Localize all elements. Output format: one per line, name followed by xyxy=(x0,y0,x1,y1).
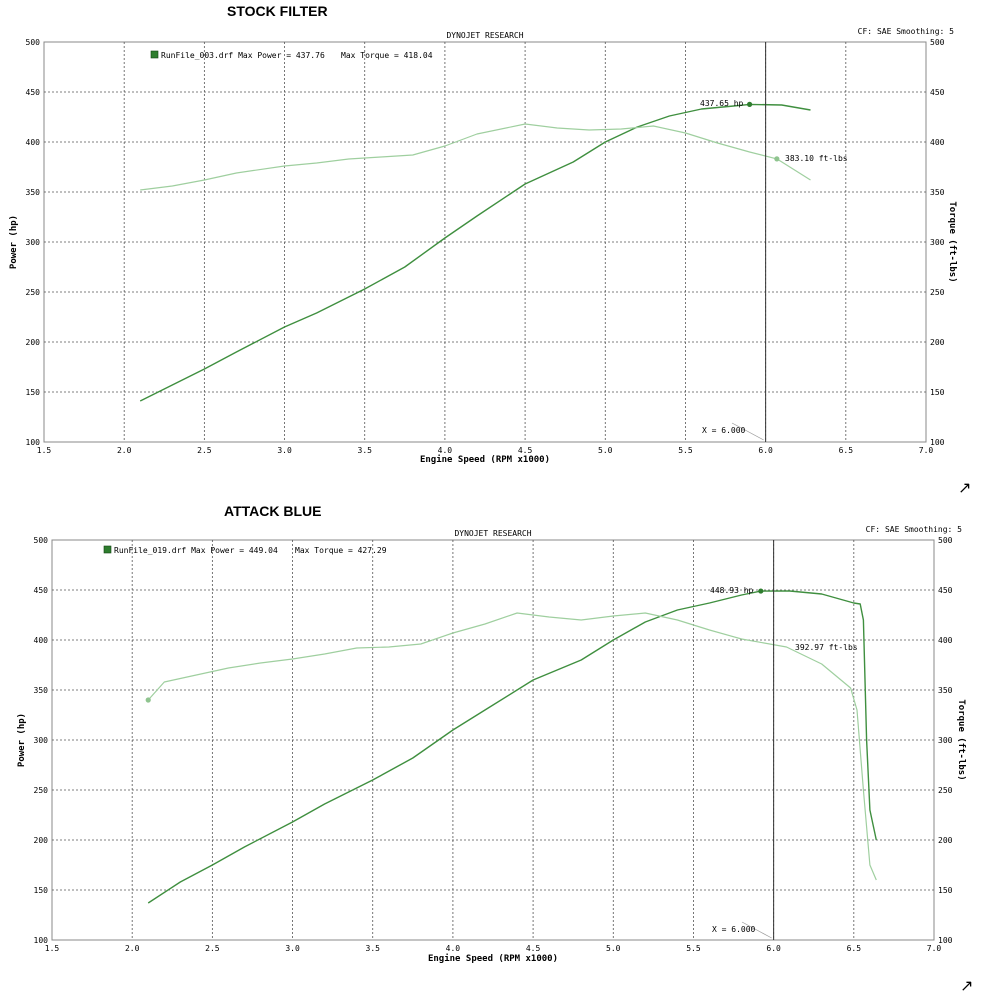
x-tick-label: 4.5 xyxy=(518,446,533,455)
header-right: CF: SAE Smoothing: 5 xyxy=(858,27,955,36)
y-tick-label-right: 500 xyxy=(938,536,953,545)
y-axis-label-right: Torque (ft-lbs) xyxy=(947,201,957,282)
y-tick-label-left: 150 xyxy=(34,886,49,895)
y-axis-label-left: Power (hp) xyxy=(9,215,19,269)
y-tick-label-right: 200 xyxy=(938,836,953,845)
y-tick-label-right: 150 xyxy=(938,886,953,895)
header-right: CF: SAE Smoothing: 5 xyxy=(866,525,963,534)
chart-heading-stock-filter: STOCK FILTER xyxy=(227,3,328,19)
y-tick-label-left: 450 xyxy=(26,88,41,97)
y-tick-label-right: 500 xyxy=(930,38,945,47)
cursor-label: X = 6.000 xyxy=(702,426,746,435)
torque-annotation: 383.10 ft-lbs xyxy=(785,154,848,163)
x-tick-label: 1.5 xyxy=(45,944,60,953)
x-tick-label: 6.5 xyxy=(847,944,862,953)
x-tick-label: 3.0 xyxy=(285,944,300,953)
legend-max-torque: Max Torque = 427.29 xyxy=(295,546,387,555)
y-tick-label-left: 500 xyxy=(26,38,41,47)
x-tick-label: 7.0 xyxy=(919,446,934,455)
y-tick-label-left: 300 xyxy=(26,238,41,247)
cursor-leader xyxy=(731,422,764,441)
y-tick-label-left: 200 xyxy=(34,836,49,845)
x-tick-label: 3.5 xyxy=(358,446,373,455)
x-tick-label: 5.5 xyxy=(678,446,693,455)
y-tick-label-right: 100 xyxy=(930,438,945,447)
y-tick-label-left: 450 xyxy=(34,586,49,595)
legend-max-torque: Max Torque = 418.04 xyxy=(341,51,433,60)
y-tick-label-right: 400 xyxy=(930,138,945,147)
legend-run-file: RunFile_019.drf Max Power = 449.04 xyxy=(114,546,278,555)
x-tick-label: 7.0 xyxy=(927,944,942,953)
x-tick-label: 2.5 xyxy=(205,944,220,953)
y-tick-label-left: 150 xyxy=(26,388,41,397)
legend-swatch xyxy=(103,545,112,554)
y-tick-label-left: 400 xyxy=(26,138,41,147)
x-tick-label: 6.0 xyxy=(766,944,781,953)
x-tick-label: 4.5 xyxy=(526,944,541,953)
y-tick-label-right: 300 xyxy=(930,238,945,247)
y-tick-label-right: 350 xyxy=(938,686,953,695)
torque-curve xyxy=(140,123,811,191)
y-tick-label-right: 200 xyxy=(930,338,945,347)
torque-curve xyxy=(147,612,877,881)
x-tick-label: 5.0 xyxy=(598,446,613,455)
power-marker xyxy=(747,101,753,107)
y-tick-label-right: 100 xyxy=(938,936,953,945)
torque-annotation: 392.97 ft-lbs xyxy=(795,643,858,652)
x-tick-label: 5.5 xyxy=(686,944,701,953)
y-tick-label-right: 450 xyxy=(938,586,953,595)
x-tick-label: 4.0 xyxy=(446,944,461,953)
y-tick-label-left: 350 xyxy=(34,686,49,695)
y-tick-label-left: 400 xyxy=(34,636,49,645)
x-tick-label: 1.5 xyxy=(37,446,52,455)
x-tick-label: 2.5 xyxy=(197,446,212,455)
x-tick-label: 6.0 xyxy=(758,446,773,455)
cursor-leader xyxy=(741,921,772,939)
y-tick-label-right: 300 xyxy=(938,736,953,745)
torque-marker xyxy=(774,156,780,162)
x-tick-label: 3.5 xyxy=(366,944,381,953)
y-axis-label-left: Power (hp) xyxy=(17,713,27,767)
x-tick-label: 5.0 xyxy=(606,944,621,953)
y-tick-label-right: 250 xyxy=(930,288,945,297)
x-tick-label: 2.0 xyxy=(125,944,140,953)
y-tick-label-left: 350 xyxy=(26,188,41,197)
x-axis-label: Engine Speed (RPM x1000) xyxy=(428,953,558,964)
power-annotation: 437.65 hp xyxy=(700,99,744,108)
legend-run-file: RunFile_003.drf Max Power = 437.76 xyxy=(161,51,325,60)
power-marker xyxy=(758,588,764,594)
y-tick-label-right: 400 xyxy=(938,636,953,645)
y-axis-label-right: Torque (ft-lbs) xyxy=(956,699,966,780)
power-annotation: 448.93 hp xyxy=(710,586,754,595)
plot-frame xyxy=(51,539,935,941)
expand-arrow-icon[interactable]: ↗ xyxy=(958,478,972,497)
header-center: DYNOJET RESEARCH xyxy=(454,529,531,538)
legend-swatch xyxy=(150,50,159,59)
x-tick-label: 4.0 xyxy=(438,446,453,455)
expand-arrow-icon[interactable]: ↗ xyxy=(960,976,974,995)
power-curve xyxy=(139,103,811,402)
x-tick-label: 3.0 xyxy=(277,446,292,455)
y-tick-label-left: 100 xyxy=(34,936,49,945)
power-curve xyxy=(147,590,877,904)
y-tick-label-right: 450 xyxy=(930,88,945,97)
chart-heading-attack-blue: ATTACK BLUE xyxy=(224,503,322,519)
torque-marker xyxy=(145,697,151,703)
y-tick-label-left: 200 xyxy=(26,338,41,347)
y-tick-label-left: 500 xyxy=(34,536,49,545)
x-axis-label: Engine Speed (RPM x1000) xyxy=(420,454,550,465)
cursor-label: X = 6.000 xyxy=(712,925,756,934)
y-tick-label-left: 300 xyxy=(34,736,49,745)
y-tick-label-left: 250 xyxy=(34,786,49,795)
x-tick-label: 6.5 xyxy=(839,446,854,455)
y-tick-label-left: 100 xyxy=(26,438,41,447)
y-tick-label-right: 350 xyxy=(930,188,945,197)
y-tick-label-right: 150 xyxy=(930,388,945,397)
header-center: DYNOJET RESEARCH xyxy=(446,31,523,40)
y-tick-label-left: 250 xyxy=(26,288,41,297)
y-tick-label-right: 250 xyxy=(938,786,953,795)
x-tick-label: 2.0 xyxy=(117,446,132,455)
